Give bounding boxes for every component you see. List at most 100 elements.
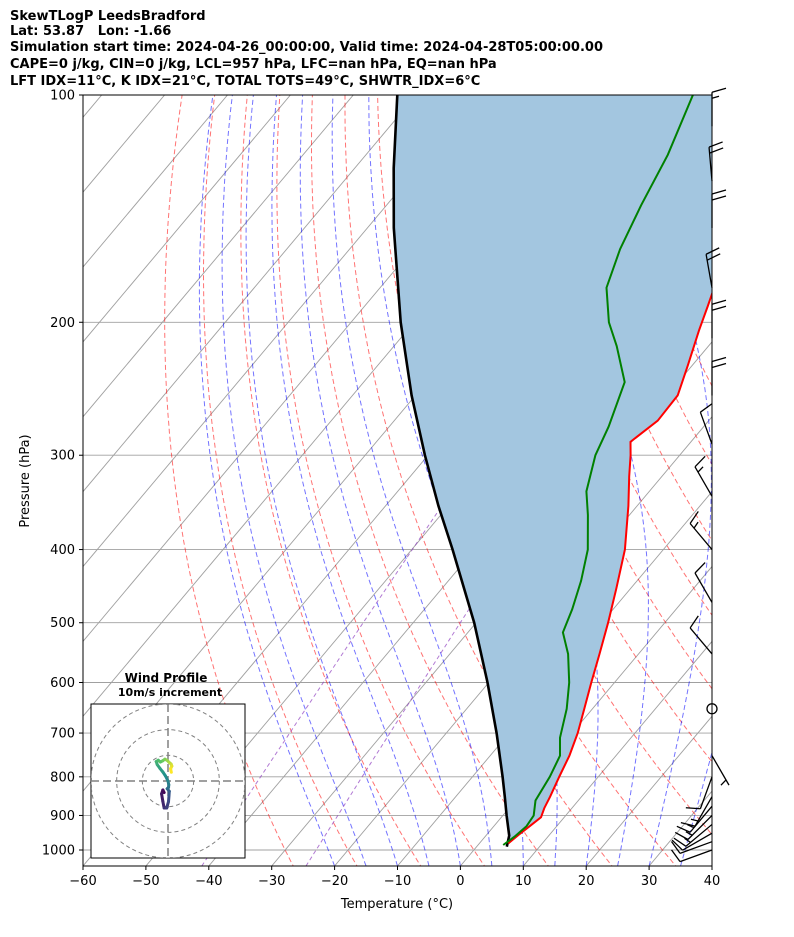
hodograph-plot [91, 704, 245, 858]
wind-barb-flag [708, 141, 723, 148]
hodograph-title: Wind Profile [125, 671, 208, 685]
hodograph-subtitle: 10m/s increment [118, 686, 222, 699]
dry-adiabat-line [344, 95, 613, 866]
isotherm-line [83, 95, 229, 268]
y-tick-label: 1000 [42, 844, 75, 859]
wind-barb-half-flag [690, 818, 699, 822]
x-tick-label: −30 [258, 874, 285, 889]
fill-layer [393, 95, 712, 845]
wind-barb-flag [680, 821, 696, 827]
wind-barb [711, 755, 730, 786]
wind-barb-staff [689, 523, 713, 550]
hodograph-trace [169, 767, 173, 774]
y-tick-label: 400 [50, 543, 75, 558]
profile-layer [392, 95, 712, 847]
time-line: Simulation start time: 2024-04-26_00:00:… [10, 40, 603, 55]
wind-barbs [670, 87, 730, 863]
wind-barb-half-flag [687, 824, 695, 829]
wind-barb-flag [694, 562, 706, 574]
dewpoint-profile-line [502, 95, 694, 846]
wind-barb [674, 814, 713, 841]
moist-adiabat-line [536, 95, 649, 866]
wind-barb-flag [711, 356, 727, 363]
isotherm-line [585, 715, 712, 866]
wind-barb-flag [705, 247, 720, 255]
wind-barb-flag [670, 841, 681, 854]
index-line: LFT IDX=11°C, K IDX=21°C, TOTAL TOTS=49°… [10, 74, 481, 89]
cape-line: CAPE=0 j/kg, CIN=0 j/kg, LCL=957 hPa, LF… [10, 57, 497, 72]
axes-layer: −60 −50 −40 −30 −20 −10 0 10 20 30 40 100 200 300 400 5… [42, 89, 720, 890]
dry-adiabat-line [240, 95, 422, 866]
wind-barb-flag [670, 849, 681, 863]
moist-adiabat-line [271, 95, 430, 866]
dry-adiabat-line [731, 78, 794, 869]
wind-barb-flag [711, 87, 727, 93]
wind-barb [671, 832, 713, 851]
wind-barb [699, 403, 713, 445]
y-tick-label: 300 [50, 449, 75, 464]
isotherm-line [83, 95, 291, 343]
wind-barb-flag [674, 831, 689, 841]
x-tick-label: −50 [132, 874, 159, 889]
wind-barb [676, 805, 713, 833]
wind-barb-staff [682, 832, 713, 851]
isotherm-line [83, 95, 354, 418]
wind-barb [670, 841, 713, 854]
wind-barb-flag [711, 305, 727, 311]
moist-adiabat-line [629, 95, 712, 866]
wind-barb [706, 703, 718, 715]
moist-adiabat-line [198, 95, 336, 866]
location-line: Lat: 53.87 Lon: -1.66 [10, 24, 172, 39]
wind-barb-staff [694, 466, 713, 497]
wind-barb [685, 776, 713, 810]
wind-barb [689, 615, 713, 655]
wind-barb [694, 562, 713, 603]
x-axis-label: Temperature (°C) [340, 897, 453, 912]
wind-barb-flag [689, 615, 699, 629]
moist-adiabat-line [221, 95, 367, 866]
wind-barb-half-flag [684, 837, 691, 843]
x-tick-label: 0 [456, 874, 464, 889]
wind-barb [711, 356, 727, 396]
dry-adiabat-line [203, 95, 358, 866]
dry-adiabat-line [164, 95, 294, 866]
wind-barb-half-flag [693, 521, 699, 529]
wind-barb-staff [679, 841, 713, 854]
isotherm-line [83, 95, 417, 493]
temperature-profile-line [507, 290, 712, 845]
moist-adiabat-line [245, 95, 398, 866]
wind-barb-flag [711, 299, 727, 305]
wind-barb [711, 87, 727, 127]
wind-barb-flag [694, 455, 706, 468]
wind-barb-staff [679, 849, 713, 863]
x-tick-label: −20 [321, 874, 348, 889]
moist-adiabat-line [331, 95, 493, 866]
x-tick-label: −10 [384, 874, 411, 889]
x-tick-label: 10 [515, 874, 532, 889]
cin-shading [393, 95, 712, 845]
wind-barb-staff [694, 572, 713, 603]
wind-barb-staff [711, 755, 730, 786]
wind-barb-flag [673, 837, 687, 847]
y-tick-label: 700 [50, 727, 75, 742]
wind-barb-flag [689, 511, 699, 524]
y-axis-label: Pressure (hPa) [18, 434, 33, 527]
wind-barb-staff [699, 776, 713, 810]
x-tick-label: −60 [69, 874, 96, 889]
wind-barb-flag [706, 253, 721, 261]
wind-barb-half-flag [685, 831, 693, 836]
x-tick-label: 30 [641, 874, 658, 889]
dry-adiabat-line [276, 95, 486, 866]
parcel-profile-line [392, 95, 511, 847]
dry-adiabat-line [442, 95, 712, 763]
wind-barb-flag [711, 362, 727, 369]
wind-barb [694, 455, 713, 497]
isotherm-line [334, 416, 712, 866]
wind-barb [711, 189, 727, 228]
wind-barb [680, 796, 713, 827]
wind-barb-flag [699, 403, 713, 413]
wind-barb-calm [706, 703, 718, 715]
isotherm-line [83, 95, 480, 568]
